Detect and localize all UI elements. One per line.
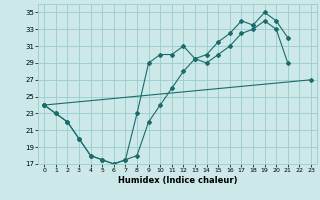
X-axis label: Humidex (Indice chaleur): Humidex (Indice chaleur): [118, 176, 237, 185]
